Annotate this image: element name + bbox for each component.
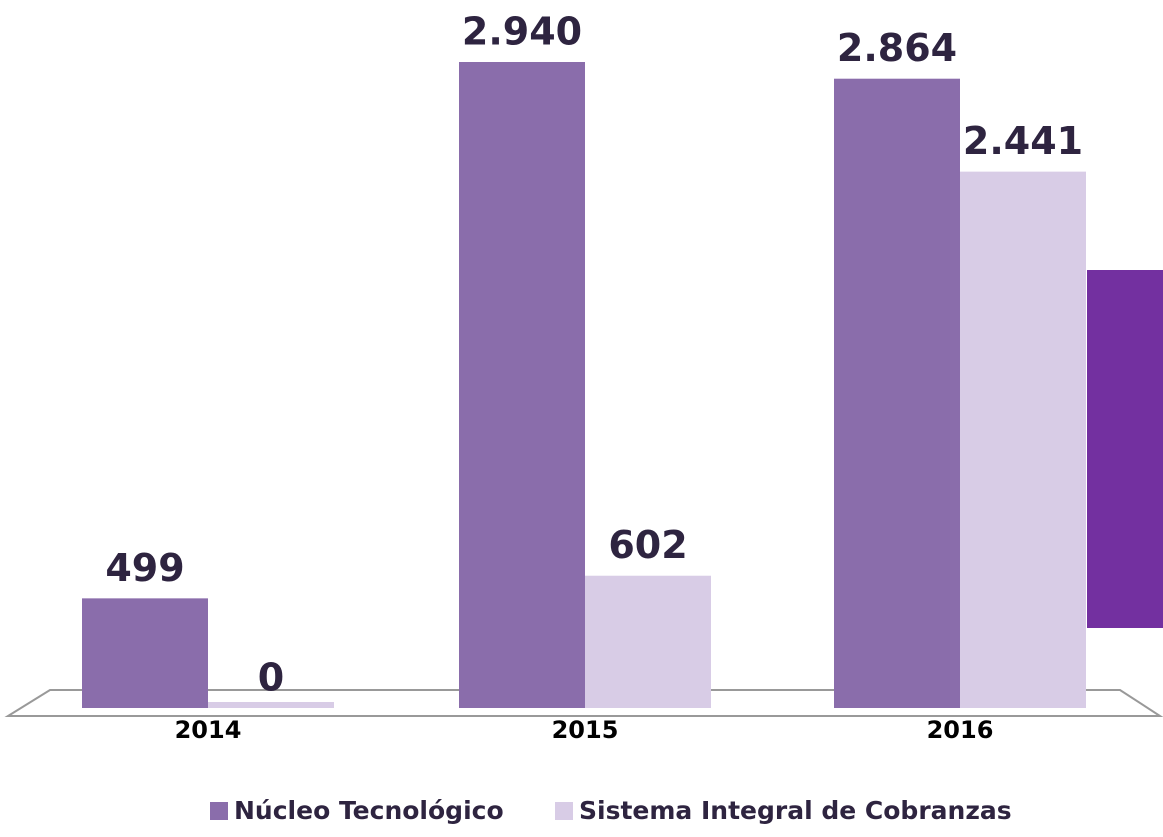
value-label: 602 <box>608 523 687 567</box>
bar <box>960 171 1086 708</box>
legend-swatch <box>555 802 573 820</box>
x-tick-label: 2015 <box>552 716 619 744</box>
x-tick-label: 2014 <box>175 716 242 744</box>
legend-label: Sistema Integral de Cobranzas <box>579 796 1012 825</box>
bar <box>834 78 960 708</box>
legend-swatch <box>210 802 228 820</box>
legend-label: Núcleo Tecnológico <box>234 796 504 825</box>
value-label: 2.441 <box>963 119 1083 163</box>
bar <box>585 575 711 708</box>
value-label: 2.864 <box>837 26 957 70</box>
value-label: 499 <box>105 546 184 590</box>
bar <box>82 598 208 708</box>
decoration <box>1087 270 1163 628</box>
x-tick-label: 2016 <box>927 716 994 744</box>
bar <box>459 62 585 708</box>
value-label: 2.940 <box>462 10 582 54</box>
bar <box>208 702 334 708</box>
value-label: 0 <box>258 656 284 700</box>
